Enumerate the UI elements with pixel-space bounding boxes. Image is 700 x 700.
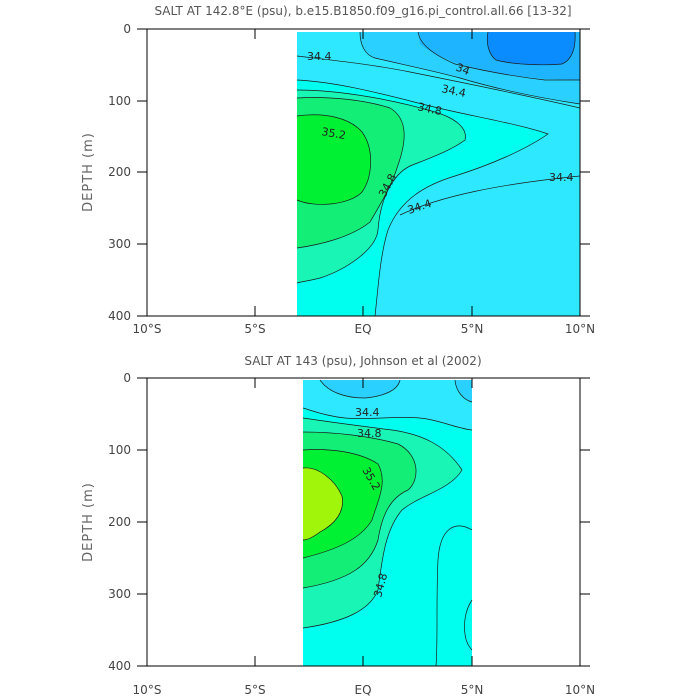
x-tick-label: EQ [354,322,371,336]
contour-line [296,97,405,249]
contour-line [302,407,473,431]
y-tick-label: 300 [108,237,131,251]
x-tick-label: EQ [354,683,371,697]
contour-line [399,175,580,216]
contour-label: 34.8 [371,572,390,599]
salinity-band-34.2 [455,380,472,402]
y-tick-label: 400 [108,659,131,673]
contour-line [296,89,466,284]
x-tick-label: 5°S [244,683,265,697]
y-tick-label: 300 [108,587,131,601]
x-tick-label: 10°S [133,683,162,697]
x-axis: 10°S 5°S EQ 5°N 10°N [133,378,595,697]
contour-line [319,379,401,399]
y-tick-label: 0 [123,22,131,36]
y-axis: 0 100 200 300 400 DEPTH (m) [81,22,590,323]
y-tick-label: 200 [108,515,131,529]
panel-title: SALT AT 142.8°E (psu), b.e15.B1850.f09_g… [154,4,571,18]
panel-model: SALT AT 142.8°E (psu), b.e15.B1850.f09_g… [81,4,595,336]
contour-label: 34 [454,61,472,78]
contour-label: 34.8 [416,100,443,118]
y-tick-label: 400 [108,309,131,323]
y-axis-label: DEPTH (m) [81,132,96,212]
x-tick-label: 5°N [461,683,484,697]
contour-line [302,449,383,559]
x-tick-label: 10°S [133,322,162,336]
panel-observed: SALT AT 143 (psu), Johnson et al (2002) [81,354,595,697]
y-tick-label: 0 [123,371,131,385]
contour-label: 34.8 [357,427,382,440]
contour-line [296,79,549,316]
y-tick-label: 200 [108,165,131,179]
x-tick-label: 5°N [461,322,484,336]
salinity-fills [303,380,472,666]
y-axis-label: DEPTH (m) [81,482,96,562]
contour-label: 34.4 [307,50,332,63]
panel-title: SALT AT 143 (psu), Johnson et al (2002) [244,354,481,368]
x-tick-label: 10°N [565,322,595,336]
contour-label: 35.2 [320,125,346,142]
contour-line [296,114,371,205]
y-axis: 0 100 200 300 400 DEPTH (m) [81,371,590,673]
salinity-contours [296,31,580,316]
contour-line [454,379,473,403]
x-tick-label: 5°S [244,322,265,336]
salinity-band-33.8 [487,32,576,65]
contour-label: 34.4 [440,82,467,100]
salinity-fills [297,32,580,316]
contour-line [464,599,473,651]
contour-label: 34.4 [549,171,574,184]
contour-line [296,55,580,109]
contour-line [435,525,473,666]
y-tick-label: 100 [108,443,131,457]
y-tick-label: 100 [108,94,131,108]
salinity-band-35.4 [303,467,343,540]
contour-line [359,31,580,105]
contour-line [302,431,417,589]
salinity-contours [302,379,473,666]
salinity-band-34.6 [464,600,472,650]
contour-line [417,31,580,81]
contour-line [302,417,463,629]
salinity-band-34.2 [320,380,400,398]
salinity-band-35.2 [297,114,371,205]
contour-line [302,467,343,541]
x-tick-label: 10°N [565,683,595,697]
contour-label: 34.4 [355,406,380,419]
x-axis: 10°S 5°S EQ 5°N 10°N [133,29,595,336]
contour-line [486,31,576,66]
